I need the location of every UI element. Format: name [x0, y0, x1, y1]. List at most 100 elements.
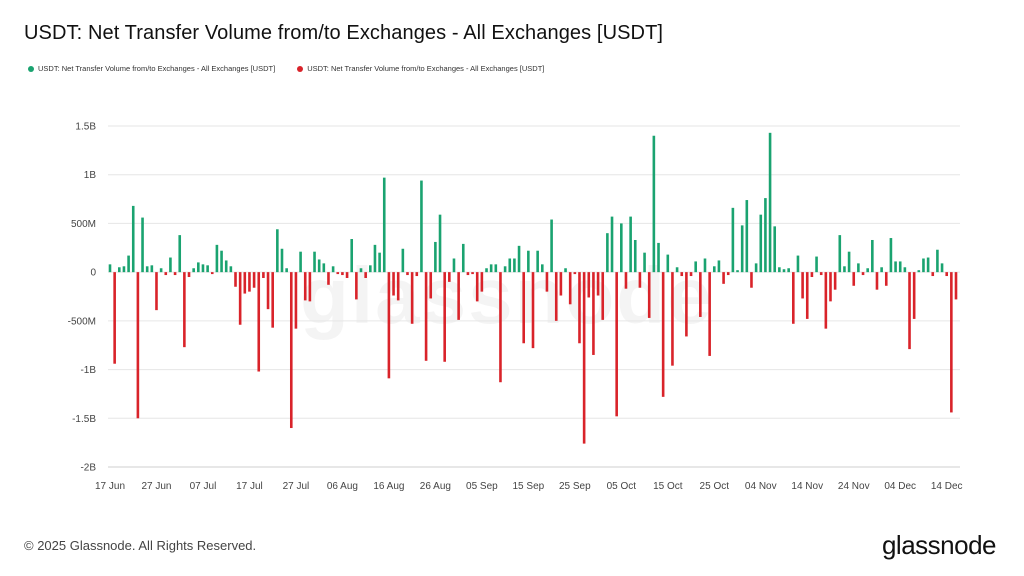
bar-negative[interactable] — [671, 272, 674, 366]
bar-positive[interactable] — [787, 268, 790, 273]
bar-positive[interactable] — [768, 132, 772, 273]
bar-negative[interactable] — [689, 272, 693, 277]
bar-positive[interactable] — [782, 269, 786, 273]
bar-negative[interactable] — [875, 272, 879, 290]
bar-negative[interactable] — [559, 272, 563, 296]
bar-positive[interactable] — [550, 219, 553, 273]
bar-negative[interactable] — [722, 272, 725, 284]
bar-negative[interactable] — [829, 272, 832, 302]
bar-positive[interactable] — [880, 267, 883, 273]
bar-negative[interactable] — [824, 272, 828, 329]
bar-positive[interactable] — [838, 235, 842, 273]
bar-positive[interactable] — [745, 200, 749, 273]
bar-positive[interactable] — [299, 251, 302, 273]
bar-positive[interactable] — [717, 260, 721, 273]
bar-positive[interactable] — [843, 266, 846, 273]
bar-positive[interactable] — [541, 264, 544, 273]
bar-positive[interactable] — [313, 251, 316, 273]
bar-positive[interactable] — [378, 252, 381, 273]
bar-negative[interactable] — [954, 272, 958, 300]
bar-negative[interactable] — [341, 272, 344, 276]
bar-positive[interactable] — [494, 264, 498, 273]
bar-positive[interactable] — [871, 239, 874, 273]
bar-negative[interactable] — [522, 272, 525, 344]
bar-positive[interactable] — [866, 268, 869, 273]
bar-positive[interactable] — [926, 257, 930, 273]
bar-negative[interactable] — [573, 272, 577, 275]
bar-positive[interactable] — [894, 261, 897, 273]
bar-positive[interactable] — [629, 216, 632, 273]
bar-positive[interactable] — [350, 239, 354, 273]
bar-positive[interactable] — [536, 250, 539, 273]
bar-negative[interactable] — [266, 272, 270, 310]
bar-positive[interactable] — [712, 266, 716, 273]
bar-positive[interactable] — [922, 258, 925, 273]
bar-negative[interactable] — [364, 272, 367, 278]
bar-positive[interactable] — [220, 250, 223, 273]
bar-positive[interactable] — [652, 135, 656, 273]
bar-positive[interactable] — [322, 263, 326, 273]
bar-positive[interactable] — [740, 225, 744, 273]
bar-negative[interactable] — [410, 272, 414, 324]
bar-positive[interactable] — [420, 180, 423, 273]
bar-negative[interactable] — [568, 272, 572, 305]
bar-negative[interactable] — [471, 272, 474, 275]
bar-positive[interactable] — [815, 256, 818, 273]
bar-negative[interactable] — [466, 272, 470, 276]
bar-positive[interactable] — [666, 254, 670, 273]
bar-positive[interactable] — [224, 260, 228, 273]
bar-positive[interactable] — [643, 252, 646, 273]
bar-negative[interactable] — [429, 272, 433, 299]
bar-negative[interactable] — [257, 272, 261, 372]
bar-positive[interactable] — [694, 261, 697, 273]
bar-positive[interactable] — [276, 229, 279, 273]
bar-negative[interactable] — [392, 272, 395, 296]
bar-positive[interactable] — [857, 263, 860, 273]
bar-negative[interactable] — [475, 272, 479, 302]
bar-positive[interactable] — [527, 250, 530, 273]
bar-positive[interactable] — [703, 258, 707, 273]
bar-positive[interactable] — [898, 261, 902, 273]
bar-positive[interactable] — [401, 248, 405, 273]
bar-negative[interactable] — [294, 272, 298, 329]
bar-negative[interactable] — [699, 272, 702, 317]
bar-positive[interactable] — [178, 235, 182, 273]
bar-negative[interactable] — [945, 272, 948, 277]
bar-positive[interactable] — [201, 264, 205, 273]
bar-negative[interactable] — [726, 272, 730, 276]
bar-negative[interactable] — [252, 272, 256, 288]
bar-negative[interactable] — [950, 272, 953, 413]
bar-negative[interactable] — [480, 272, 484, 292]
bar-negative[interactable] — [592, 272, 595, 355]
bar-negative[interactable] — [173, 272, 177, 276]
bar-positive[interactable] — [434, 241, 437, 273]
bar-positive[interactable] — [461, 243, 465, 273]
bar-positive[interactable] — [359, 268, 363, 273]
bar-negative[interactable] — [262, 272, 265, 278]
bar-positive[interactable] — [847, 251, 851, 273]
legend-item-negative[interactable]: USDT: Net Transfer Volume from/to Exchan… — [297, 64, 544, 73]
bar-negative[interactable] — [819, 272, 823, 276]
bar-positive[interactable] — [764, 198, 767, 273]
bar-positive[interactable] — [159, 268, 163, 273]
bar-negative[interactable] — [387, 272, 391, 379]
bar-positive[interactable] — [936, 249, 939, 273]
bar-negative[interactable] — [587, 272, 591, 298]
bar-negative[interactable] — [271, 272, 274, 328]
bar-positive[interactable] — [206, 265, 209, 273]
bar-positive[interactable] — [503, 266, 507, 273]
bar-positive[interactable] — [192, 268, 195, 273]
bar-positive[interactable] — [778, 267, 781, 273]
bar-positive[interactable] — [485, 268, 488, 273]
bar-positive[interactable] — [796, 255, 800, 273]
bar-positive[interactable] — [108, 264, 112, 273]
bar-positive[interactable] — [903, 267, 907, 273]
bar-positive[interactable] — [145, 266, 149, 273]
bar-negative[interactable] — [187, 272, 191, 278]
bar-negative[interactable] — [852, 272, 856, 286]
bar-negative[interactable] — [210, 272, 214, 275]
bar-positive[interactable] — [773, 226, 777, 273]
bar-negative[interactable] — [345, 272, 349, 278]
bar-negative[interactable] — [234, 272, 237, 287]
bar-positive[interactable] — [736, 270, 739, 273]
